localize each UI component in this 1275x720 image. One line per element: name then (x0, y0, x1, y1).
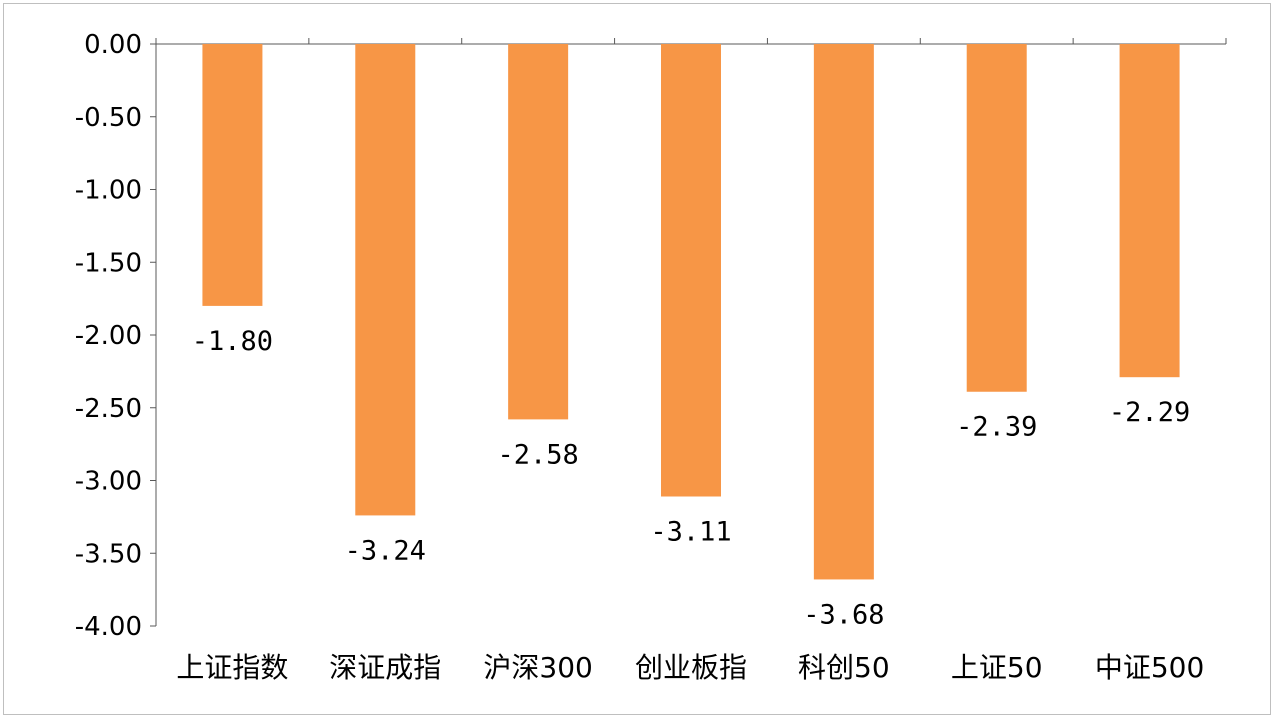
bar-chart: 0.00 -0.50 -1.00 -1.50 -2.00 -2.50 -3.00 -3.50 -… (75, 30, 1227, 684)
bar (355, 44, 416, 516)
y-tick-label: -1.00 (75, 176, 142, 206)
bar (966, 44, 1027, 392)
bar (813, 44, 874, 580)
category-label: 中证500 (1095, 651, 1204, 684)
bar (202, 44, 263, 306)
category-label: 上证50 (951, 651, 1043, 684)
data-label: -3.68 (803, 599, 884, 630)
y-tick-label: -3.50 (75, 539, 142, 569)
y-tick-label: 0.00 (84, 30, 142, 60)
y-tick-label: -2.00 (75, 321, 142, 351)
bar (508, 44, 569, 420)
plot-area: 0.00 -0.50 -1.00 -1.50 -2.00 -2.50 -3.00 -3.50 -… (75, 30, 1227, 684)
category-label: 沪深300 (483, 651, 592, 684)
y-tick-label: -4.00 (75, 612, 142, 642)
category-label: 深证成指 (329, 651, 441, 684)
data-label: -3.11 (650, 517, 731, 548)
data-label: -2.29 (1109, 397, 1190, 428)
y-tick-label: -3.00 (75, 467, 142, 497)
y-tick-label: -2.50 (75, 394, 142, 424)
data-label: -3.24 (345, 535, 426, 566)
data-label: -2.58 (498, 439, 579, 470)
bar (1119, 44, 1180, 378)
category-label: 上证指数 (176, 651, 288, 684)
data-label: -1.80 (192, 326, 273, 357)
data-label: -2.39 (956, 412, 1037, 443)
chart-frame: 0.00 -0.50 -1.00 -1.50 -2.00 -2.50 -3.00 -3.50 -… (3, 3, 1271, 715)
category-label: 创业板指 (635, 651, 747, 684)
y-tick-label: -1.50 (75, 248, 142, 278)
bar (661, 44, 721, 497)
y-tick-label: -0.50 (75, 103, 142, 133)
category-label: 科创50 (798, 651, 890, 684)
